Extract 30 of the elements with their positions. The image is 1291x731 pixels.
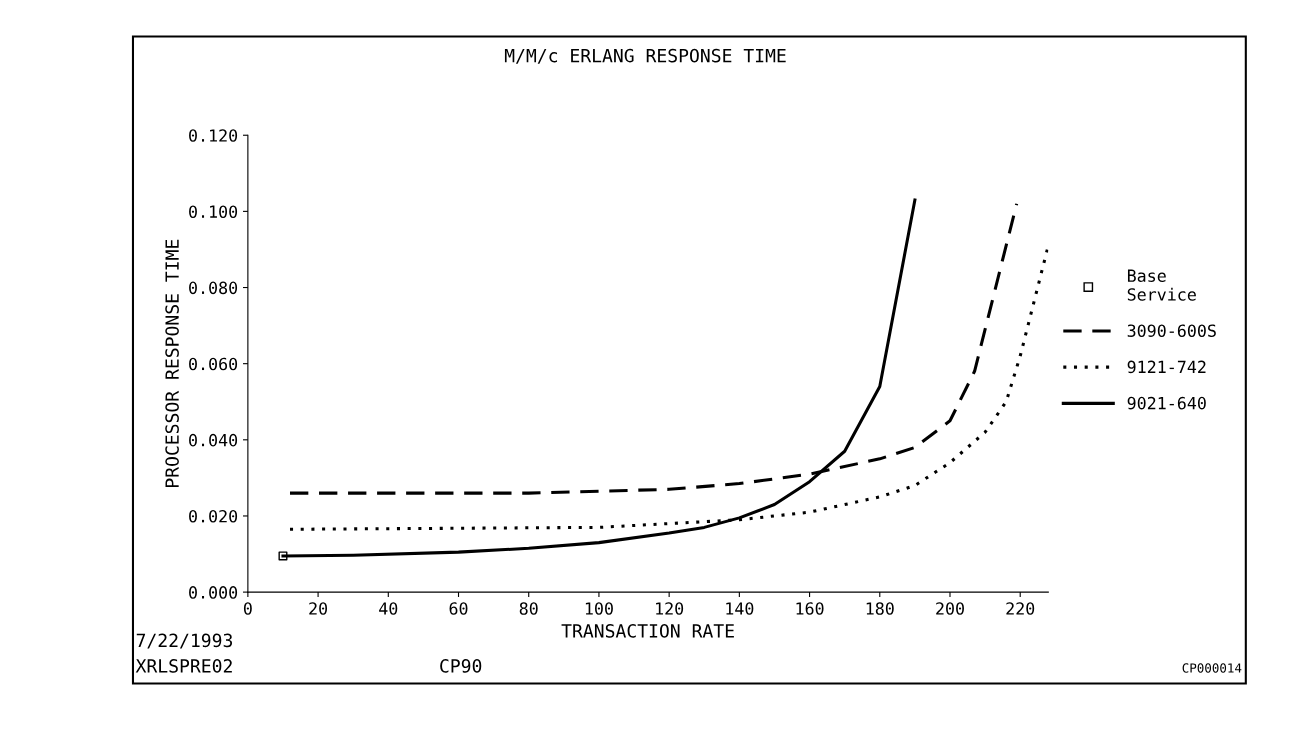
text: CP000014	[1182, 663, 1242, 673]
text: XRLSPRE02	[135, 659, 232, 673]
legend-label: 9121-742	[1127, 360, 1206, 374]
legend-label: Base Service	[1127, 269, 1196, 301]
x-tick-label: 40	[379, 602, 398, 615]
y-tick-label: 0.080	[189, 281, 238, 295]
x-tick-label: 0	[243, 602, 252, 615]
legend-label: 9021-640	[1127, 396, 1206, 410]
chart-title: M/M/c ERLANG RESPONSE TIME	[504, 48, 786, 64]
x-tick-label: 140	[726, 602, 754, 615]
x-tick-label: 100	[585, 602, 613, 615]
x-axis-title: TRANSACTION RATE	[561, 624, 734, 638]
x-tick-label: 160	[796, 602, 824, 615]
y-tick-label: 0.040	[189, 433, 238, 447]
y-tick-label: 0.020	[189, 509, 238, 523]
x-tick-label: 200	[936, 602, 964, 615]
y-tick-label: 0.100	[189, 205, 238, 218]
x-tick-label: 80	[519, 602, 538, 615]
x-tick-label: 180	[866, 602, 894, 615]
x-tick-label: 220	[1006, 602, 1035, 615]
legend-label: 3090-600S	[1127, 324, 1216, 337]
y-tick-label: 0.060	[189, 357, 238, 371]
x-tick-label: 60	[449, 602, 468, 615]
y-tick-label: 0.120	[189, 129, 238, 142]
x-tick-label: 20	[309, 602, 328, 615]
y-axis-title: PROCESSOR RESPONSE TIME	[165, 239, 179, 487]
text: 7/22/1993	[136, 633, 233, 649]
x-tick-label: 120	[656, 602, 684, 615]
text: CP90	[440, 659, 482, 673]
y-tick-label: 0.000	[189, 586, 238, 599]
